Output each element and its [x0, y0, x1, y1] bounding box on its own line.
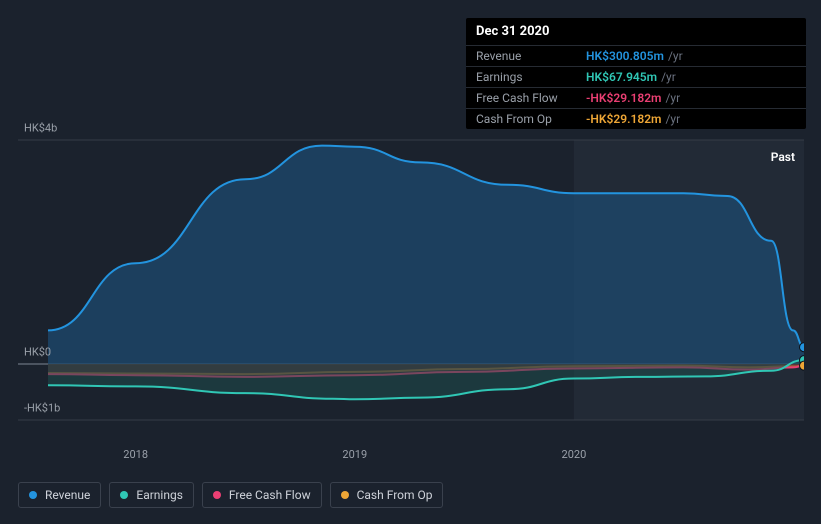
- tooltip-row-value: -HK$29.182m: [586, 112, 661, 126]
- tooltip-row-unit: /yr: [661, 70, 676, 84]
- x-axis-label: 2019: [342, 448, 367, 461]
- x-axis-label: 2020: [562, 448, 587, 461]
- financial-chart: HK$4b HK$0 -HK$1b: [18, 120, 804, 480]
- tooltip-row-label: Revenue: [476, 49, 586, 63]
- tooltip-row-unit: /yr: [668, 49, 683, 63]
- tooltip-row-unit: /yr: [665, 112, 680, 126]
- tooltip-row-label: Free Cash Flow: [476, 91, 586, 105]
- legend-item[interactable]: Revenue: [18, 482, 101, 508]
- tooltip-row: RevenueHK$300.805m/yr: [466, 45, 806, 66]
- legend-label: Earnings: [136, 488, 183, 502]
- tooltip-row: Cash From Op-HK$29.182m/yr: [466, 108, 806, 129]
- legend-dot-icon: [120, 491, 128, 499]
- legend-label: Cash From Op: [357, 488, 433, 502]
- legend-dot-icon: [341, 491, 349, 499]
- tooltip-row-value: HK$67.945m: [586, 70, 657, 84]
- tooltip-row: EarningsHK$67.945m/yr: [466, 66, 806, 87]
- tooltip-date: Dec 31 2020: [466, 18, 806, 45]
- tooltip-row-value: HK$300.805m: [586, 49, 664, 63]
- y-axis-label: -HK$1b: [24, 402, 60, 415]
- legend-item[interactable]: Cash From Op: [330, 482, 444, 508]
- y-axis-label: HK$4b: [24, 122, 57, 135]
- legend-item[interactable]: Free Cash Flow: [202, 482, 322, 508]
- tooltip-row-label: Earnings: [476, 70, 586, 84]
- tooltip-row-unit: /yr: [665, 91, 680, 105]
- tooltip-row-label: Cash From Op: [476, 112, 586, 126]
- tooltip-row: Free Cash Flow-HK$29.182m/yr: [466, 87, 806, 108]
- legend-dot-icon: [213, 491, 221, 499]
- legend-dot-icon: [29, 491, 37, 499]
- y-axis-label: HK$0: [24, 346, 51, 359]
- legend-item[interactable]: Earnings: [109, 482, 194, 508]
- legend: Revenue Earnings Free Cash Flow Cash From O…: [18, 482, 443, 508]
- tooltip-row-value: -HK$29.182m: [586, 91, 661, 105]
- legend-label: Free Cash Flow: [229, 488, 311, 502]
- past-label: Past: [771, 150, 795, 164]
- chart-tooltip: Dec 31 2020 RevenueHK$300.805m/yrEarning…: [466, 18, 806, 129]
- legend-label: Revenue: [45, 488, 90, 502]
- x-axis-label: 2018: [123, 448, 148, 461]
- x-axis-labels: 2018 2019 2020: [18, 448, 804, 464]
